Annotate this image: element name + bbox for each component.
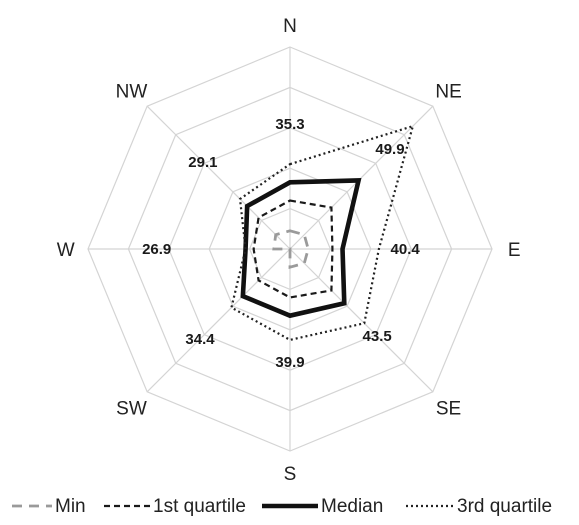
spoke-nw (146, 105, 291, 250)
direction-label-e: E (508, 240, 521, 261)
value-label-n: 35.3 (275, 116, 304, 133)
direction-label-layer: N NE E SE S SW W NW (57, 16, 521, 485)
series-layer (230, 124, 415, 342)
series-3rd-quartile (230, 124, 415, 342)
direction-label-s: S (284, 464, 297, 485)
grid-layer (87, 46, 493, 452)
value-label-sw: 34.4 (185, 331, 215, 348)
direction-label-se: SE (436, 399, 461, 420)
legend-label-min: Min (55, 496, 86, 517)
spoke-ne (289, 105, 434, 250)
direction-label-ne: NE (435, 81, 461, 102)
value-label-w: 26.9 (142, 241, 171, 258)
direction-label-sw: SW (116, 399, 147, 420)
value-label-e: 40.4 (391, 241, 421, 258)
legend-label-3rd-quartile: 3rd quartile (457, 496, 552, 517)
value-label-se: 43.5 (363, 328, 392, 345)
value-label-layer: 35.3 49.9 40.4 43.5 39.9 34.4 26.9 29.1 (142, 116, 420, 371)
value-label-ne: 49.9 (375, 141, 404, 158)
spoke-sw (146, 248, 291, 393)
value-label-s: 39.9 (275, 354, 304, 371)
direction-label-n: N (283, 16, 297, 37)
series-min (272, 229, 310, 270)
legend-label-median: Median (321, 496, 383, 517)
spoke-se (289, 248, 434, 393)
legend: Min 1st quartile Median 3rd quartile (12, 496, 552, 517)
value-label-nw: 29.1 (188, 154, 217, 171)
series-median (240, 178, 362, 319)
legend-label-1st-quartile: 1st quartile (153, 496, 246, 517)
direction-label-w: W (57, 240, 75, 261)
series-1st-quartile (252, 199, 334, 299)
direction-label-nw: NW (116, 81, 148, 102)
